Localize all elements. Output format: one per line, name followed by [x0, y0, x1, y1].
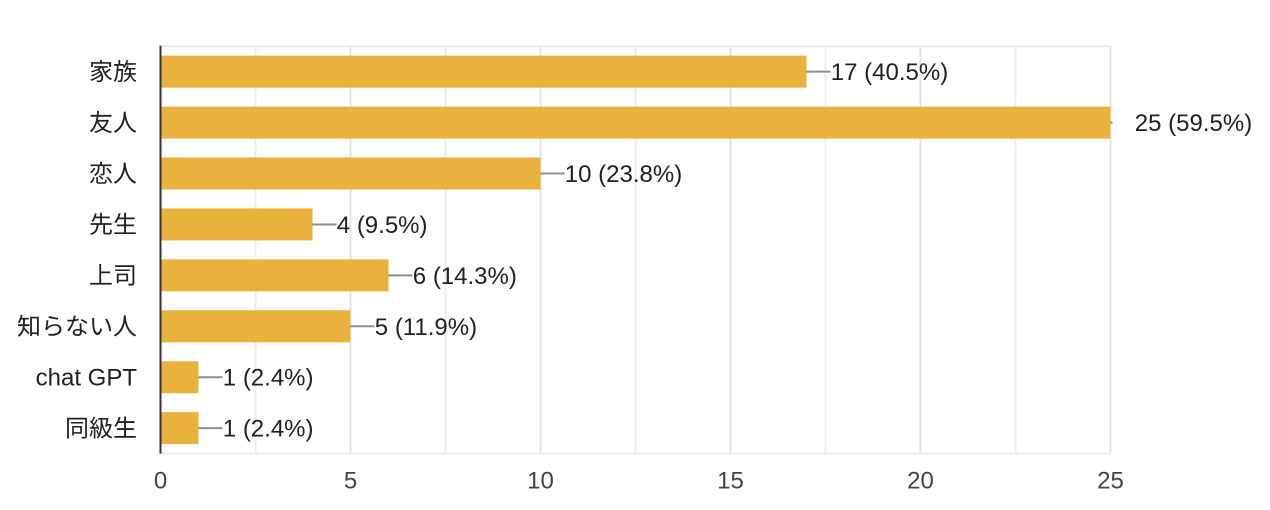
svg-text:20: 20 — [907, 468, 934, 495]
svg-text:4 (9.5%): 4 (9.5%) — [337, 212, 428, 239]
svg-text:5: 5 — [344, 468, 357, 495]
svg-text:0: 0 — [154, 468, 167, 495]
svg-text:25 (59.5%): 25 (59.5%) — [1135, 110, 1252, 137]
svg-text:1 (2.4%): 1 (2.4%) — [223, 416, 314, 443]
svg-text:17 (40.5%): 17 (40.5%) — [831, 59, 948, 86]
svg-text:chat GPT: chat GPT — [36, 365, 138, 392]
svg-text:10: 10 — [527, 468, 554, 495]
svg-text:15: 15 — [717, 468, 744, 495]
svg-text:10 (23.8%): 10 (23.8%) — [565, 161, 682, 188]
svg-text:5 (11.9%): 5 (11.9%) — [375, 314, 477, 341]
svg-text:1 (2.4%): 1 (2.4%) — [223, 365, 314, 392]
svg-text:25: 25 — [1097, 468, 1124, 495]
svg-text:6 (14.3%): 6 (14.3%) — [413, 263, 517, 290]
